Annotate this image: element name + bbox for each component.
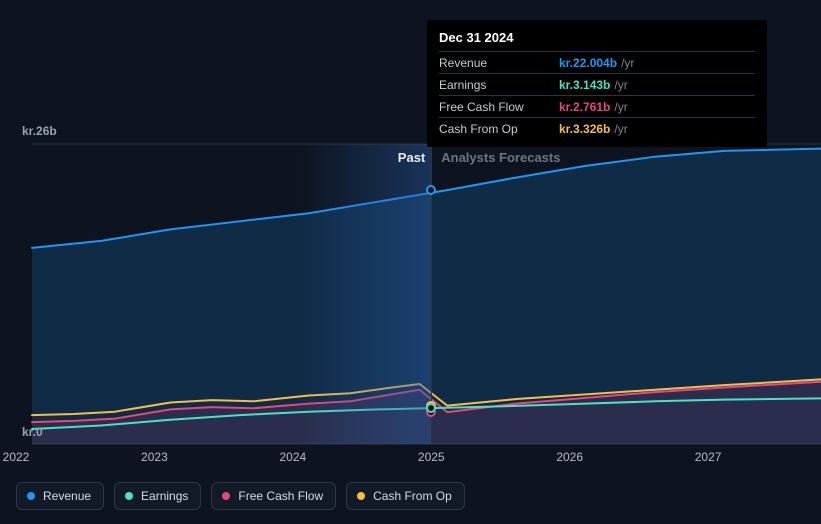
tooltip-metric-label: Free Cash Flow — [439, 100, 559, 114]
legend-label: Revenue — [43, 489, 91, 503]
y-axis-min-label: kr.0 — [22, 425, 43, 439]
legend-swatch-icon — [125, 492, 133, 500]
tooltip-unit: /yr — [614, 100, 627, 114]
x-tick-label: 2027 — [695, 450, 722, 464]
legend-swatch-icon — [357, 492, 365, 500]
legend-item-earnings[interactable]: Earnings — [114, 482, 201, 510]
legend-item-cash_from_op[interactable]: Cash From Op — [346, 482, 465, 510]
tooltip-row: Free Cash Flowkr.2.761b/yr — [439, 96, 755, 118]
tooltip-metric-label: Cash From Op — [439, 122, 559, 136]
x-tick-label: 2026 — [556, 450, 583, 464]
legend-label: Free Cash Flow — [238, 489, 323, 503]
tooltip-metric-value: kr.2.761b — [559, 100, 610, 114]
x-tick-label: 2022 — [3, 450, 30, 464]
data-marker-earnings — [426, 403, 436, 413]
hover-tooltip: Dec 31 2024 Revenuekr.22.004b/yrEarnings… — [427, 20, 767, 147]
x-axis: 202220232024202520262027 — [16, 450, 805, 470]
legend-swatch-icon — [27, 492, 35, 500]
x-tick-label: 2025 — [418, 450, 445, 464]
legend-row: Revenue Earnings Free Cash Flow Cash From O… — [16, 482, 465, 510]
tooltip-row: Cash From Opkr.3.326b/yr — [439, 118, 755, 139]
legend-item-revenue[interactable]: Revenue — [16, 482, 104, 510]
tooltip-unit: /yr — [621, 56, 634, 70]
x-tick-label: 2023 — [141, 450, 168, 464]
tooltip-metric-value: kr.22.004b — [559, 56, 617, 70]
tooltip-metric-value: kr.3.143b — [559, 78, 610, 92]
legend-item-free_cash_flow[interactable]: Free Cash Flow — [211, 482, 336, 510]
past-section-label: Past — [398, 150, 425, 165]
tooltip-unit: /yr — [614, 78, 627, 92]
tooltip-row: Earningskr.3.143b/yr — [439, 74, 755, 96]
tooltip-metric-label: Revenue — [439, 56, 559, 70]
x-tick-label: 2024 — [279, 450, 306, 464]
legend-label: Earnings — [141, 489, 188, 503]
forecast-section-label: Analysts Forecasts — [441, 150, 560, 165]
tooltip-metric-label: Earnings — [439, 78, 559, 92]
tooltip-metric-value: kr.3.326b — [559, 122, 610, 136]
data-marker-revenue — [426, 185, 436, 195]
legend-label: Cash From Op — [373, 489, 452, 503]
tooltip-unit: /yr — [614, 122, 627, 136]
legend-swatch-icon — [222, 492, 230, 500]
tooltip-row: Revenuekr.22.004b/yr — [439, 52, 755, 74]
tooltip-date: Dec 31 2024 — [439, 30, 755, 52]
y-axis-max-label: kr.26b — [22, 124, 57, 138]
